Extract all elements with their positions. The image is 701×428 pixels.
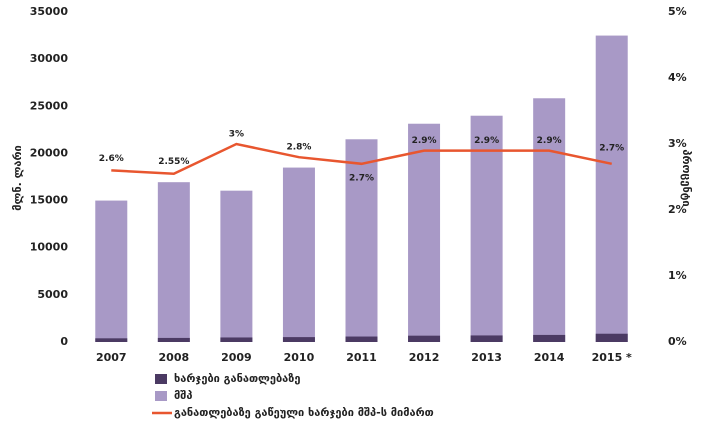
bar: [470, 335, 503, 342]
legend-label: მშპ: [174, 389, 192, 402]
bar: [220, 337, 253, 342]
y-tick-label: 10000: [30, 241, 69, 254]
data-label: 2.55%: [158, 157, 189, 167]
y-tick-label: 35000: [30, 5, 69, 18]
x-tick-label: 2015 *: [592, 351, 632, 364]
legend-swatch: [155, 374, 167, 384]
bar: [282, 337, 315, 342]
x-tick-label: 2014: [534, 351, 565, 364]
x-tick-label: 2007: [96, 351, 127, 364]
y2-tick-label: 4%: [668, 71, 687, 84]
bar: [533, 334, 566, 342]
data-label: 2.7%: [599, 143, 624, 153]
bar: [95, 200, 128, 342]
y2-tick-label: 1%: [668, 269, 687, 282]
data-label: 2.9%: [537, 136, 562, 146]
bar: [345, 139, 378, 342]
bar: [220, 190, 253, 342]
legend-label: ხარჯები განათლებაზე: [174, 372, 300, 385]
y-axis-title: მლნ. ლარი: [11, 145, 24, 211]
data-label: 2.9%: [474, 136, 499, 146]
y2-tick-label: 5%: [668, 5, 687, 18]
bar: [345, 336, 378, 342]
bar: [282, 167, 315, 342]
x-tick-label: 2009: [221, 351, 252, 364]
legend-swatch: [155, 391, 167, 401]
line: [111, 142, 612, 175]
y-tick-label: 25000: [30, 99, 69, 112]
y2-axis-title: პროცენტი: [680, 149, 693, 206]
bar: [408, 123, 441, 342]
bar: [157, 337, 190, 342]
y2-tick-label: 3%: [668, 137, 687, 150]
data-label: 2.8%: [286, 143, 311, 153]
bar: [157, 182, 190, 342]
y2-tick-label: 0%: [668, 335, 687, 348]
x-tick-label: 2013: [471, 351, 502, 364]
y-tick-label: 15000: [30, 194, 69, 207]
y-tick-label: 30000: [30, 52, 69, 65]
bar: [95, 338, 128, 342]
data-label: 3%: [229, 130, 244, 140]
bar: [595, 35, 628, 342]
bar: [595, 333, 628, 342]
data-label: 2.9%: [412, 136, 437, 146]
data-label: 2.6%: [99, 154, 124, 164]
bar: [533, 98, 566, 343]
data-label: 2.7%: [349, 173, 374, 183]
bar: [408, 335, 441, 342]
x-tick-label: 2008: [159, 351, 190, 364]
bar: [470, 115, 503, 342]
y2-tick-label: 2%: [668, 203, 687, 216]
legend-label: განათლებაზე გაწეული ხარჯები მშპ-ს მიმართ: [174, 406, 434, 419]
x-tick-label: 2010: [284, 351, 315, 364]
y-tick-label: 0: [60, 335, 68, 348]
x-tick-label: 2011: [346, 351, 377, 364]
x-tick-label: 2012: [409, 351, 440, 364]
y-tick-label: 20000: [30, 146, 69, 159]
y-tick-label: 5000: [37, 288, 68, 301]
